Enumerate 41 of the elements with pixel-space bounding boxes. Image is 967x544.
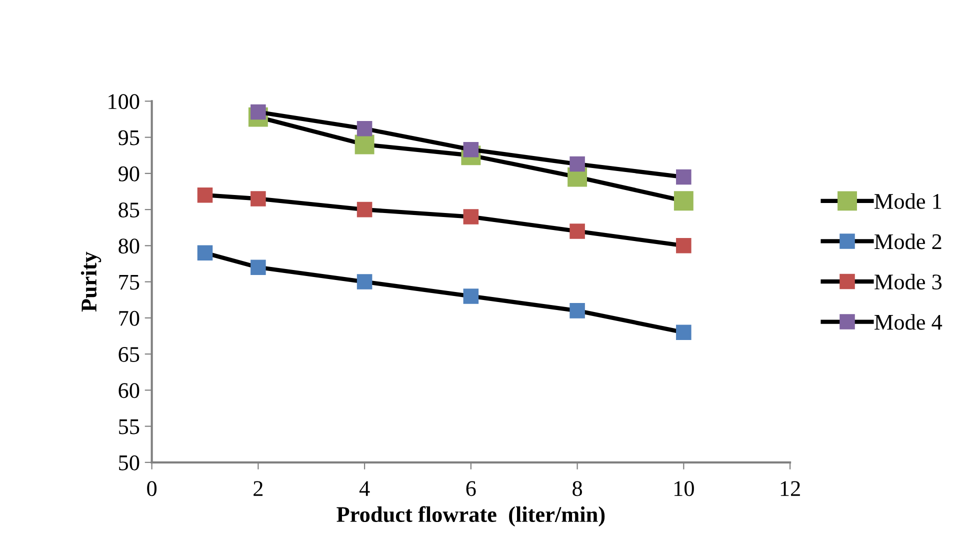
point (197, 245, 213, 261)
legend-label: Mode 4 (874, 314, 942, 330)
x-tick-label: 0 (147, 481, 157, 496)
point (197, 187, 213, 203)
x-tick-label: 2 (254, 481, 263, 496)
y-axis-title: Purity (80, 252, 102, 312)
x-tick-label: 4 (359, 481, 370, 496)
y-tick-label: 100 (108, 94, 140, 110)
y-tick-label: 65 (118, 347, 140, 362)
y-tick-label: 95 (118, 130, 140, 146)
point (356, 120, 372, 136)
point (356, 202, 372, 218)
x-axis-title: Product flowrate (liter/min) (336, 506, 605, 527)
point (570, 156, 585, 172)
y-tick-label: 75 (119, 274, 140, 290)
point (674, 191, 694, 211)
y-tick-label: 85 (118, 202, 140, 218)
point (354, 134, 374, 154)
point (570, 224, 585, 239)
y-tick-label: 80 (118, 238, 140, 254)
point (463, 288, 479, 304)
point (356, 274, 372, 290)
x-tick-label: 8 (572, 481, 582, 496)
y-tick-label: 50 (119, 455, 140, 470)
point (250, 260, 266, 275)
x-tick-label: 10 (674, 481, 694, 496)
point (250, 191, 266, 206)
point (463, 209, 479, 224)
y-tick-label: 70 (119, 310, 140, 326)
x-tick-label: 6 (466, 481, 476, 496)
y-tick-label: 60 (118, 383, 140, 398)
point (676, 324, 692, 340)
legend-label: Mode 2 (874, 234, 942, 250)
legend-label: Mode 3 (874, 274, 942, 290)
point (570, 303, 585, 318)
legend-label: Mode 1 (874, 193, 942, 209)
point (676, 169, 692, 185)
point (676, 238, 692, 254)
x-tick-label: 12 (780, 481, 800, 496)
y-tick-label: 90 (118, 166, 140, 182)
y-tick-label: 55 (119, 419, 140, 434)
